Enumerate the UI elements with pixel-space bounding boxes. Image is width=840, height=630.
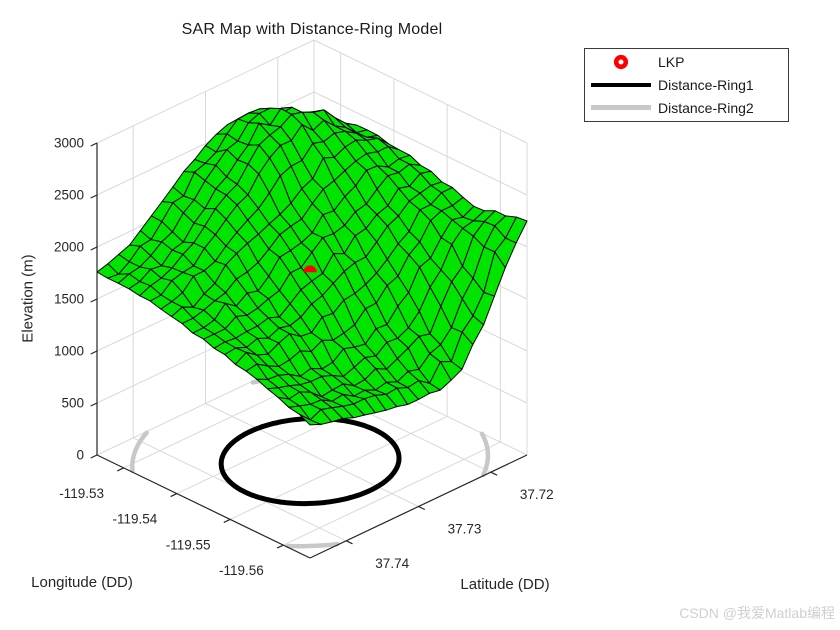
distance-ring1-line — [218, 415, 402, 507]
lkp-marker — [303, 265, 317, 273]
legend-label-ring1: Distance-Ring1 — [658, 76, 754, 93]
tick-label: 1000 — [54, 344, 84, 359]
legend: LKP Distance-Ring1 Distance-Ring2 — [584, 48, 789, 122]
tick-label: 3000 — [54, 136, 84, 151]
tick-label: 37.74 — [375, 556, 409, 571]
tick-label: 0 — [76, 448, 84, 463]
lon-axis-label: Longitude (DD) — [31, 574, 133, 591]
tick-labels: 0 500 1000 1500 2000 2500 3000 -119.56 -119.55 -1… — [54, 136, 554, 579]
tick-label: -119.54 — [113, 512, 158, 527]
tick-label: 1500 — [54, 292, 84, 307]
terrain-surface — [96, 106, 528, 426]
lkp-marker-icon — [591, 54, 651, 70]
axis-lines — [90, 142, 528, 559]
ring1-line-icon — [591, 82, 651, 88]
legend-label-ring2: Distance-Ring2 — [658, 99, 754, 116]
tick-label: -119.55 — [166, 537, 211, 552]
tick-label: -119.56 — [219, 563, 264, 578]
watermark: CSDN @我爱Matlab编程 — [679, 605, 835, 621]
tick-label: 500 — [61, 396, 84, 411]
legend-item-lkp: LKP — [585, 51, 788, 73]
z-axis-label: Elevation (m) — [19, 254, 37, 343]
legend-item-ring1: Distance-Ring1 — [585, 74, 788, 96]
lat-axis-label: Latitude (DD) — [460, 576, 550, 593]
tick-label: 2000 — [54, 240, 84, 255]
legend-label-lkp: LKP — [658, 54, 685, 71]
chart-title: SAR Map with Distance-Ring Model — [181, 21, 443, 38]
tick-label: 2500 — [54, 188, 84, 203]
ring2-line-icon — [591, 105, 651, 110]
tick-label: 37.72 — [520, 487, 554, 502]
tick-label: 37.73 — [448, 522, 482, 537]
legend-item-ring2: Distance-Ring2 — [585, 97, 788, 119]
tick-label: -119.53 — [59, 486, 104, 501]
